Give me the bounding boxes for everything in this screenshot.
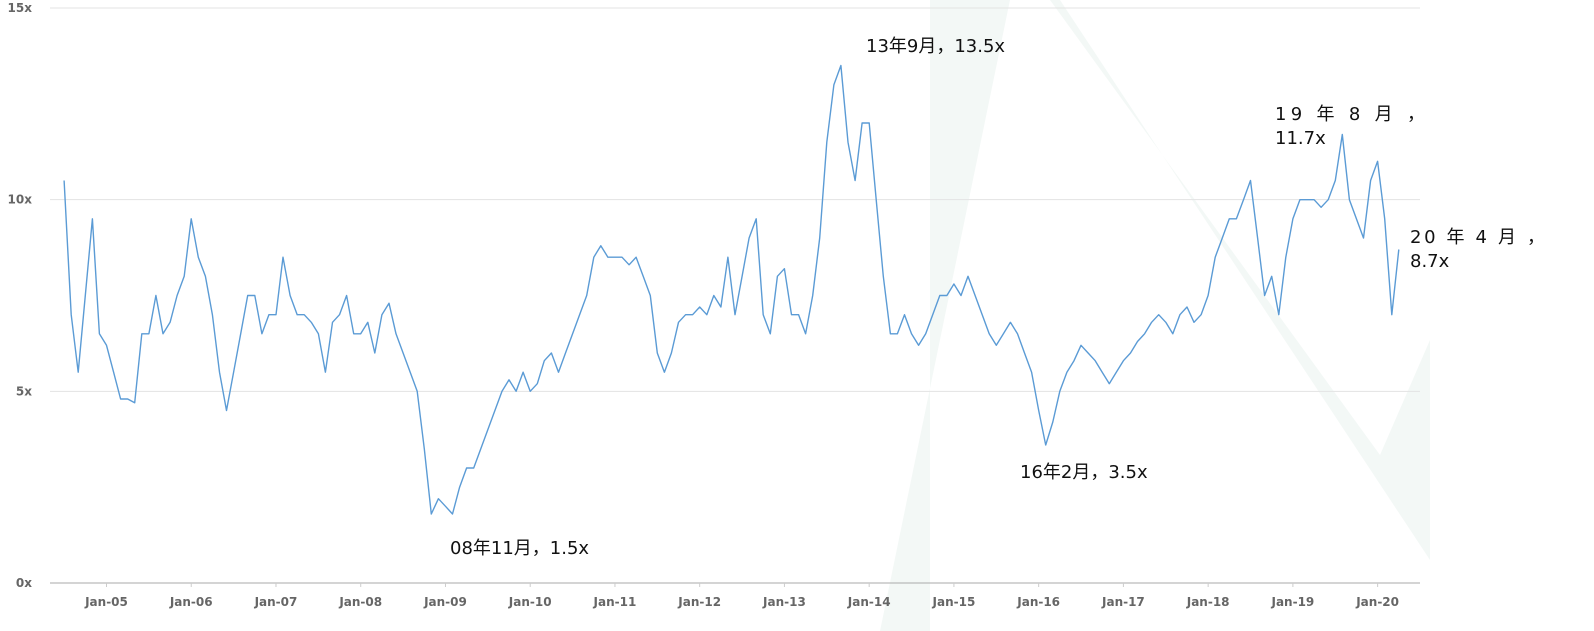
x-tick-label: Jan-18 (1186, 595, 1230, 609)
annotation: 11.7x (1275, 128, 1326, 149)
x-tick-label: Jan-16 (1016, 595, 1060, 609)
y-tick-label: 15x (8, 1, 33, 15)
series-line (63, 64, 1400, 515)
x-tick-label: Jan-09 (423, 595, 467, 609)
x-tick-label: Jan-06 (169, 595, 213, 609)
annotation: 16年2月，3.5x (1020, 462, 1148, 483)
annotation: 19 年 8 月 ， (1275, 104, 1425, 125)
x-tick-label: Jan-15 (932, 595, 976, 609)
x-tick-label: Jan-13 (762, 595, 806, 609)
x-tick-label: Jan-17 (1101, 595, 1145, 609)
x-tick-label: Jan-05 (84, 595, 128, 609)
x-tick-label: Jan-10 (508, 595, 552, 609)
watermark (880, 0, 1430, 631)
annotation: 8.7x (1410, 251, 1450, 272)
y-tick-label: 5x (16, 384, 32, 398)
annotation: 20 年 4 月 ， (1410, 227, 1545, 248)
x-tick-label: Jan-19 (1270, 595, 1314, 609)
x-tick-label: Jan-14 (847, 595, 891, 609)
x-tick-label: Jan-08 (338, 595, 382, 609)
annotation: 08年11月，1.5x (450, 538, 589, 559)
y-tick-label: 10x (8, 193, 33, 207)
x-tick-label: Jan-11 (593, 595, 637, 609)
y-tick-label: 0x (16, 576, 32, 590)
annotation: 13年9月，13.5x (866, 36, 1005, 57)
x-tick-label: Jan-07 (254, 595, 298, 609)
x-tick-label: Jan-20 (1355, 595, 1399, 609)
x-tick-label: Jan-12 (677, 595, 721, 609)
